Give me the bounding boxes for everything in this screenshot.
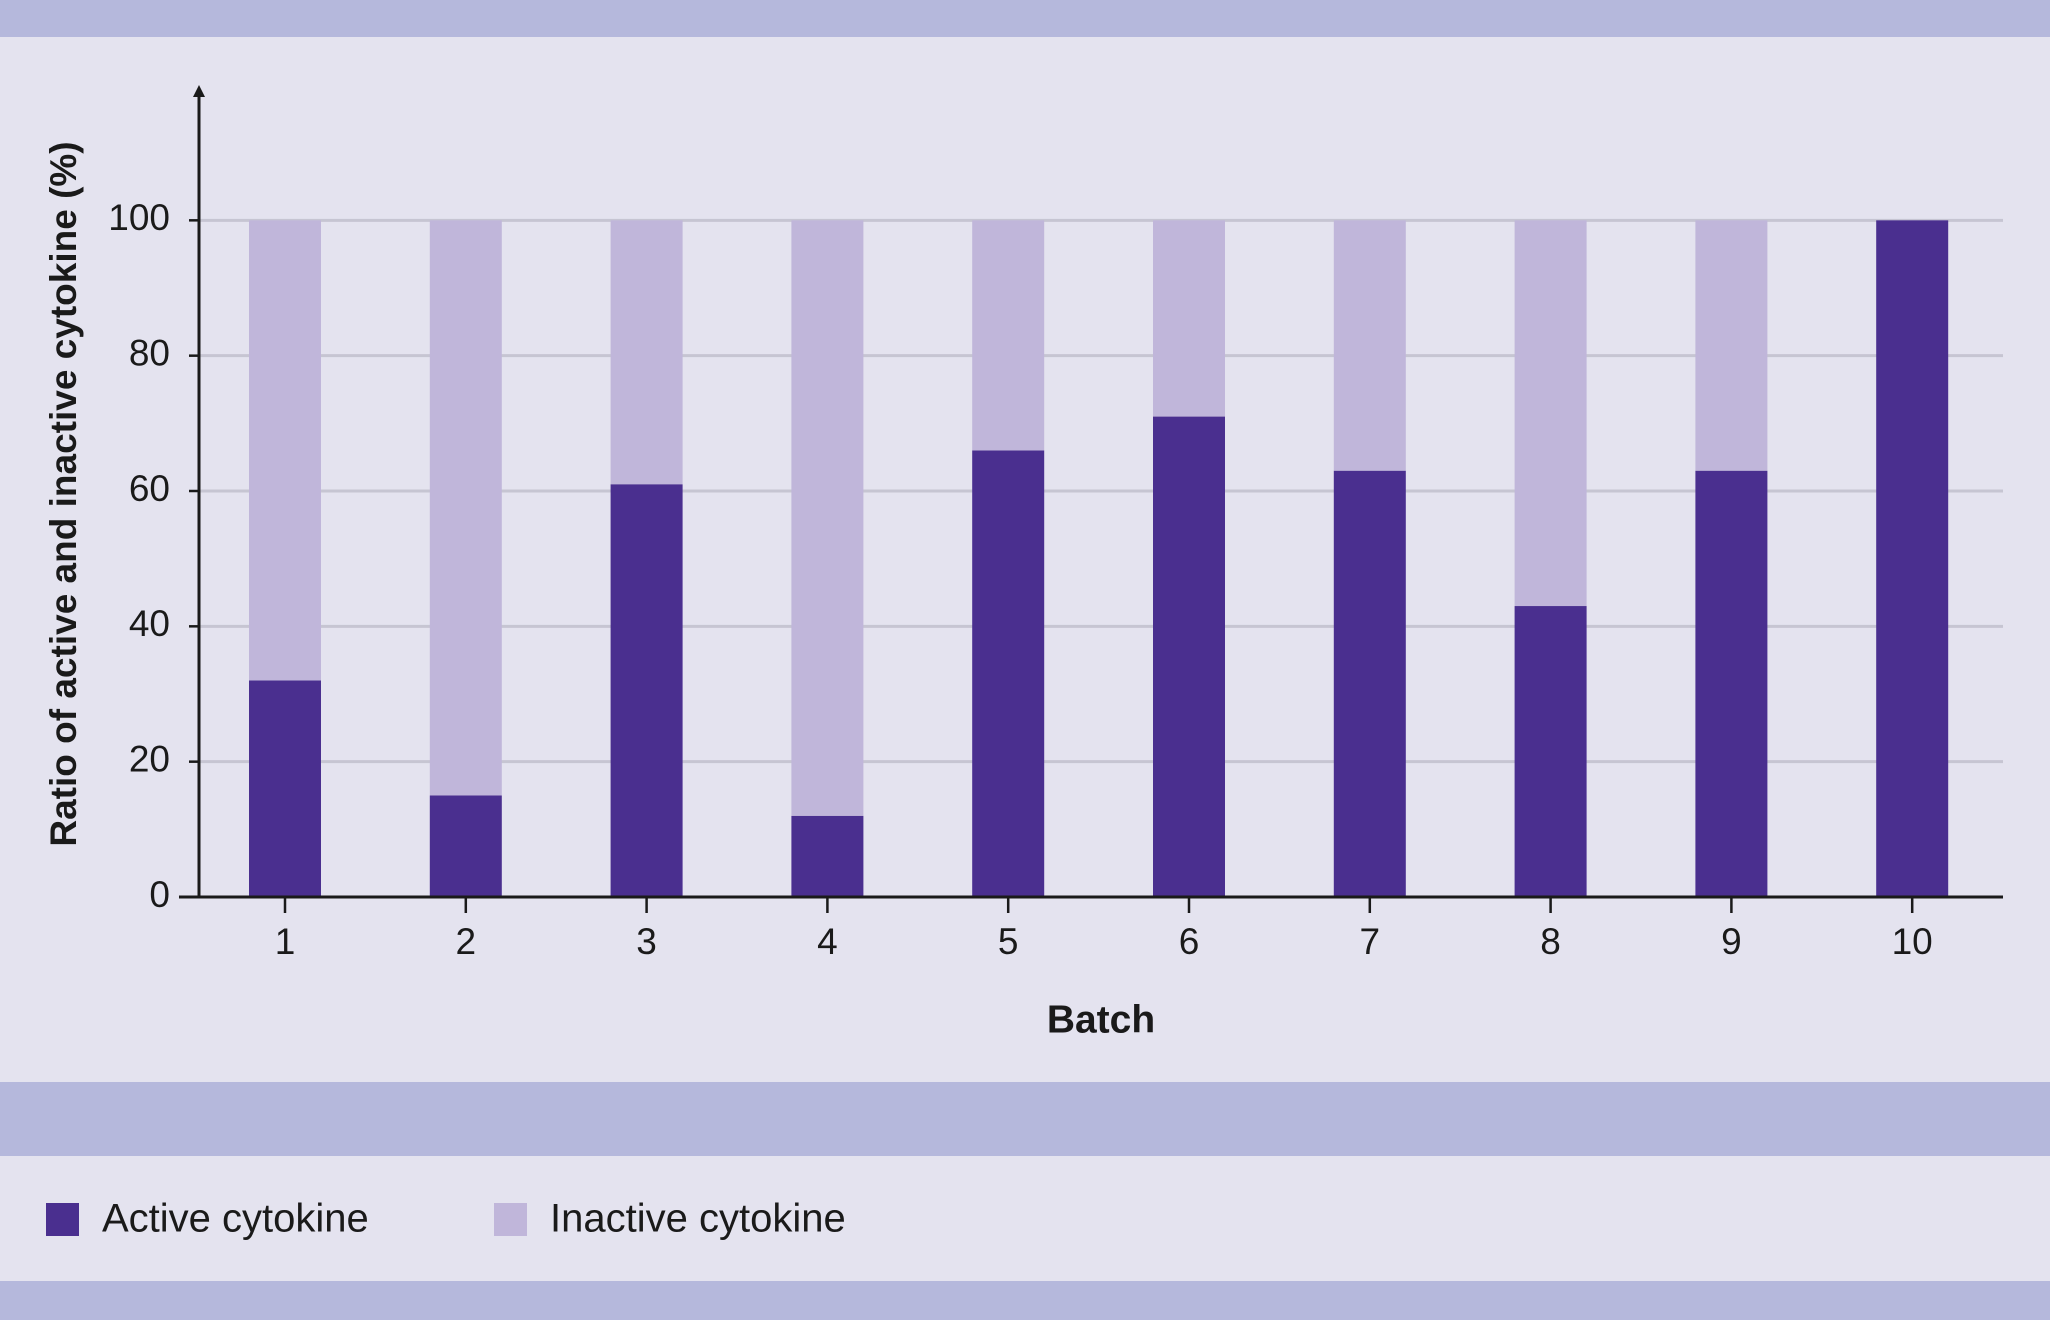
top-band [0,0,2050,37]
bar [1153,220,1225,417]
x-tick-label: 5 [998,921,1019,962]
bar [1514,220,1587,607]
bar [249,680,321,897]
bar [1333,220,1406,471]
x-tick-label: 4 [817,921,838,962]
bar [1514,606,1587,897]
middle-band [0,1082,2050,1156]
y-tick-label: 40 [129,603,170,644]
bar [249,220,321,681]
bar [1695,470,1768,897]
bar [610,220,683,485]
legend-swatch [46,1203,79,1236]
legend-background [0,1156,2050,1281]
bar [1153,416,1225,897]
y-tick-label: 60 [129,468,170,509]
x-tick-label: 1 [275,921,296,962]
y-axis-title: Ratio of active and inactive cytokine (%… [43,141,84,846]
y-tick-label: 0 [149,874,170,915]
x-tick-label: 2 [456,921,477,962]
legend-swatch [494,1203,527,1236]
x-tick-label: 9 [1721,921,1742,962]
legend-label: Inactive cytokine [550,1197,846,1241]
x-tick-label: 3 [636,921,657,962]
x-tick-label: 8 [1540,921,1561,962]
bar [429,220,502,796]
bar [610,484,683,897]
bar [1876,220,1949,898]
bar [972,450,1045,897]
bar [791,815,864,897]
bar [429,795,502,897]
x-axis-title: Batch [1047,998,1155,1041]
y-axis-arrow [193,85,205,97]
legend-label: Active cytokine [102,1197,369,1241]
y-tick-label: 100 [108,197,170,238]
bar [1695,220,1768,471]
bar [972,220,1045,451]
x-tick-label: 6 [1179,921,1200,962]
x-tick-label: 10 [1892,921,1933,962]
x-tick-label: 7 [1360,921,1381,962]
bar [1333,470,1406,897]
y-tick-label: 20 [129,738,170,779]
y-tick-label: 80 [129,332,170,373]
bar [791,220,864,816]
bottom-band [0,1281,2050,1320]
